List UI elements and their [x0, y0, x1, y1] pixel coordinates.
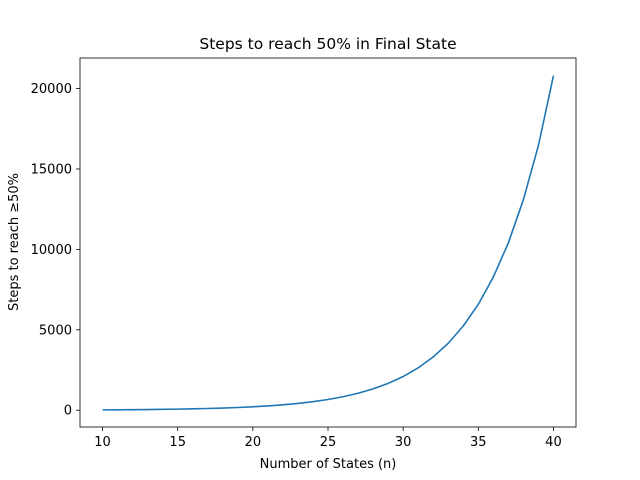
y-axis-label: Steps to reach ≥50% [7, 173, 22, 311]
series-line [102, 75, 555, 411]
series-layer [102, 75, 555, 411]
y-tick-label: 20000 [31, 82, 72, 97]
x-tick-label: 20 [245, 435, 262, 450]
y-tick-label: 15000 [31, 162, 72, 177]
x-axis-ticks: 10 15 20 25 30 35 40 [94, 427, 562, 450]
x-tick-label: 40 [545, 435, 562, 450]
x-tick-label: 25 [320, 435, 337, 450]
x-axis-label: Number of States (n) [260, 457, 397, 472]
y-tick-label: 5000 [39, 323, 72, 338]
x-tick-label: 35 [470, 435, 487, 450]
y-tick-label: 0 [64, 404, 72, 419]
chart-title: Steps to reach 50% in Final State [199, 35, 456, 53]
x-tick-label: 10 [94, 435, 111, 450]
y-axis-ticks: 0 5000 10000 15000 20000 [31, 82, 80, 419]
x-tick-label: 30 [395, 435, 412, 450]
y-tick-label: 10000 [31, 243, 72, 258]
x-tick-label: 15 [169, 435, 186, 450]
